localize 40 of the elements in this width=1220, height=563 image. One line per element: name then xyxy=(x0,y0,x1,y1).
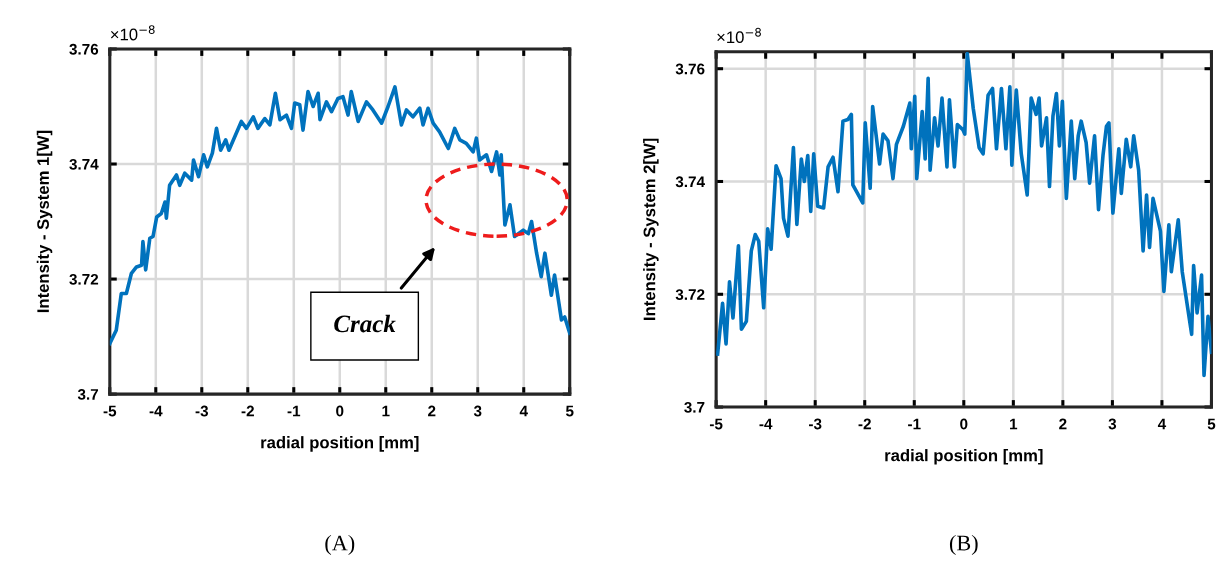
y-tick-label: 3.74 xyxy=(675,176,705,188)
y-tick-label: 3.76 xyxy=(675,63,705,75)
text: ×10$^{−8}$ xyxy=(110,25,155,41)
x-tick-label: 4 xyxy=(1157,418,1167,430)
x-tick-label: -4 xyxy=(149,405,163,417)
x-tick-label: 5 xyxy=(565,405,574,417)
x-tick-label: 5 xyxy=(1207,418,1216,430)
x-axis-title: radial position [mm] xyxy=(261,436,419,452)
annotation: Crack xyxy=(334,314,396,333)
x-tick-label: 1 xyxy=(382,405,390,417)
x-tick-label: 2 xyxy=(1059,418,1067,430)
x-tick-label: -2 xyxy=(858,418,871,430)
text: (B) xyxy=(949,534,978,556)
x-tick-label: 0 xyxy=(960,418,968,430)
y-tick-label: 3.7 xyxy=(684,401,705,413)
y-tick-label: 3.76 xyxy=(69,43,99,55)
text: (A) xyxy=(325,534,355,556)
x-axis-title: radial position [mm] xyxy=(885,449,1043,465)
x-tick-label: -1 xyxy=(908,418,921,430)
x-tick-label: -5 xyxy=(709,418,723,430)
x-tick-label: -1 xyxy=(287,405,301,417)
y-axis-title: Intensity - System 1[W] xyxy=(36,130,53,313)
y-tick-label: 3.72 xyxy=(675,289,705,300)
y-tick-label: 3.74 xyxy=(69,158,99,170)
x-tick-label: -3 xyxy=(809,418,822,430)
line-series xyxy=(109,85,570,346)
text: ×10$^{−8}$ xyxy=(717,27,761,44)
y-tick-label: 3.7 xyxy=(77,388,99,400)
x-tick-label: 3 xyxy=(1108,418,1117,430)
x-tick-label: -2 xyxy=(241,405,254,417)
x-tick-label: 3 xyxy=(473,405,482,417)
y-tick-label: 3.72 xyxy=(69,273,99,285)
x-tick-label: 4 xyxy=(519,405,528,417)
y-axis-title: Intensity - System 2[W] xyxy=(643,138,659,320)
x-tick-label: 0 xyxy=(336,405,344,417)
x-tick-label: -3 xyxy=(195,405,209,417)
x-tick-label: 2 xyxy=(428,405,436,417)
x-tick-label: 1 xyxy=(1010,418,1018,430)
x-tick-label: -4 xyxy=(759,418,773,430)
x-tick-label: -5 xyxy=(103,405,117,417)
